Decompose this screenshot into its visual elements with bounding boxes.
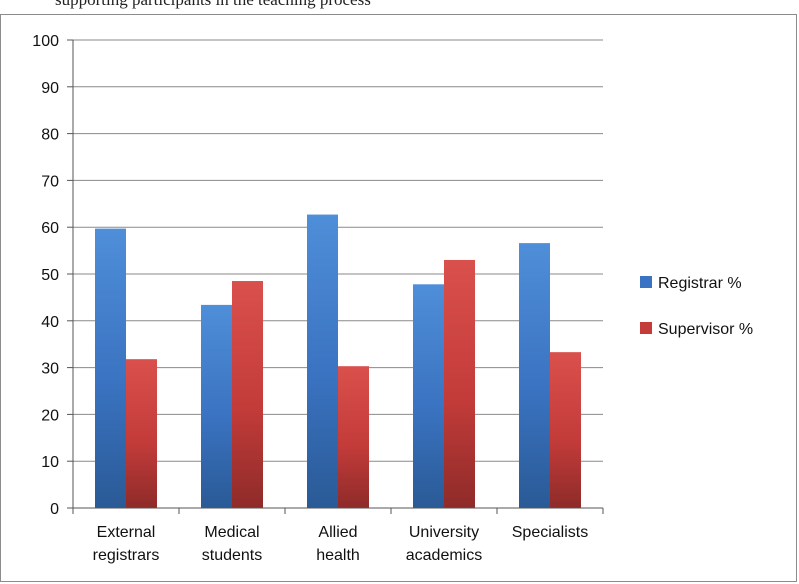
x-tick-label: Specialists bbox=[512, 524, 588, 541]
legend: Registrar % Supervisor % bbox=[640, 275, 753, 338]
caption-text: supporting participants in the teaching … bbox=[55, 0, 371, 8]
bar-registrar bbox=[307, 214, 338, 508]
y-tick-label: 90 bbox=[41, 80, 59, 97]
y-tick-label: 50 bbox=[41, 267, 59, 284]
bar-supervisor bbox=[444, 259, 475, 508]
bar-registrar bbox=[201, 304, 232, 508]
y-tick-label: 40 bbox=[41, 314, 59, 331]
legend-label: Registrar % bbox=[658, 275, 742, 292]
legend-swatch bbox=[640, 322, 652, 334]
x-tick-label: Medical students bbox=[202, 524, 262, 564]
y-tick-label: 20 bbox=[41, 407, 59, 424]
caption-strip: supporting participants in the teaching … bbox=[0, 0, 799, 10]
y-tick-label: 60 bbox=[41, 220, 59, 237]
y-tick-label: 30 bbox=[41, 361, 59, 378]
bar-registrar bbox=[519, 243, 550, 508]
y-tick-label: 0 bbox=[50, 501, 59, 518]
bar-registrar bbox=[95, 228, 126, 508]
bar-supervisor bbox=[126, 359, 157, 508]
x-tick-label: University academics bbox=[406, 524, 482, 564]
y-tick-label: 100 bbox=[32, 33, 59, 50]
legend-label: Supervisor % bbox=[658, 321, 753, 338]
legend-swatch bbox=[640, 276, 652, 288]
y-axis: 0 10 20 30 40 50 60 70 80 90 100 bbox=[32, 33, 74, 518]
bar-supervisor bbox=[338, 366, 369, 508]
y-tick-label: 80 bbox=[41, 127, 59, 144]
y-tick-label: 10 bbox=[41, 454, 59, 471]
chart-frame bbox=[0, 14, 797, 582]
bar-registrar bbox=[413, 284, 444, 508]
x-tick-label: External registrars bbox=[93, 524, 160, 564]
y-tick-label: 70 bbox=[41, 173, 59, 190]
x-axis: External registrars Medical students Allied h… bbox=[72, 507, 604, 564]
bar-supervisor bbox=[550, 352, 581, 508]
bar-supervisor bbox=[232, 281, 263, 508]
x-tick-label: Allied health bbox=[316, 524, 360, 564]
bars bbox=[95, 214, 581, 508]
